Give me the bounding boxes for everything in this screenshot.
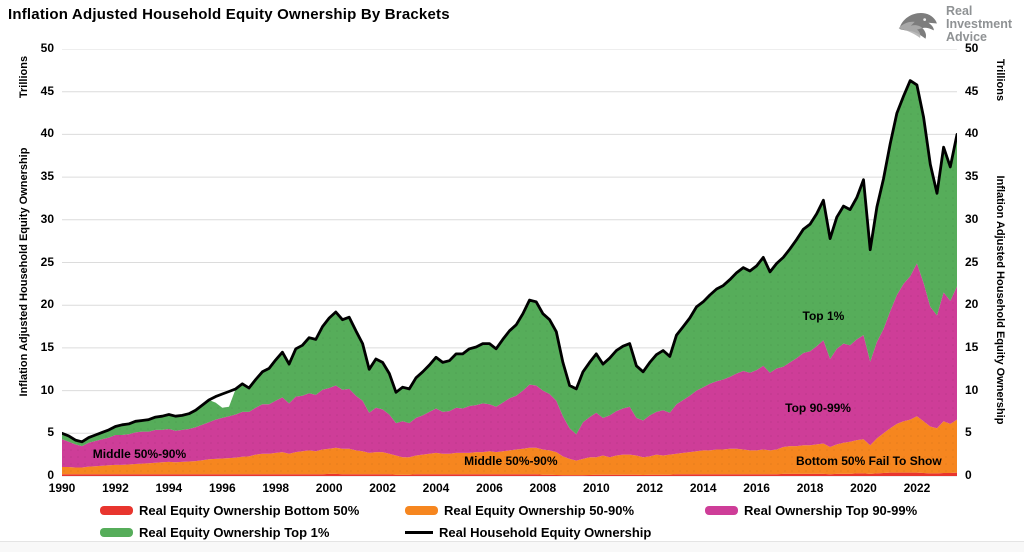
chart-annotation: Bottom 50% Fail To Show: [795, 454, 942, 469]
legend-swatch: [705, 505, 738, 515]
legend-label: Real Equity Ownership Bottom 50%: [139, 502, 360, 518]
x-tick-label: 2010: [582, 481, 610, 495]
y-tick-label-right: 50: [965, 41, 979, 55]
y-tick-label-left: 5: [47, 425, 54, 440]
y-tick-label-left: 20: [40, 297, 54, 312]
total-line: [62, 79, 957, 444]
x-tick-label: 2016: [743, 481, 770, 495]
y-tick-label-left: 0: [47, 468, 54, 482]
x-tick-label: 2004: [422, 481, 450, 495]
plot-area: [62, 49, 957, 477]
x-tick-label: 1994: [155, 481, 183, 495]
legend-item: Real Ownership Top 90-99%: [705, 502, 918, 518]
x-tick-label: 2014: [689, 481, 717, 495]
x-tick-label: 2000: [315, 481, 343, 495]
legend-item: Real Equity Ownership Bottom 50%: [100, 502, 360, 518]
chart-annotation: Top 1%: [802, 309, 845, 324]
brand-text: Real Investment Advice: [946, 4, 1012, 44]
x-tick-label: 2006: [476, 481, 503, 495]
legend-item: Real Equity Ownership 50-90%: [405, 502, 635, 518]
stacked-area-chart: [62, 49, 957, 477]
brand-logo: Real Investment Advice: [894, 5, 1012, 44]
x-tick-label: 2020: [850, 481, 877, 495]
legend-item: Real Equity Ownership Top 1%: [100, 524, 330, 540]
legend-line-marker: [405, 530, 433, 534]
y-tick-label-left: 40: [40, 126, 54, 141]
y-tick-label-right: 15: [965, 339, 979, 354]
x-tick-label: 1992: [102, 481, 129, 495]
y-tick-label-left: 45: [40, 83, 54, 98]
legend-label: Real Equity Ownership 50-90%: [444, 502, 635, 518]
y-axis-title-left: Inflation Adjusted Household Equity Owne…: [18, 147, 30, 397]
y-tick-label-right: 40: [965, 126, 979, 141]
x-tick-label: 2018: [796, 481, 824, 495]
y-tick-label-right: 45: [965, 83, 979, 98]
x-tick-label: 2002: [369, 481, 396, 495]
y-tick-label-right: 35: [965, 169, 979, 184]
y-tick-label-right: 0: [965, 468, 972, 482]
y-tick-label-right: 5: [965, 425, 972, 440]
y-tick-label-left: 50: [40, 41, 54, 55]
legend-swatch: [405, 505, 438, 515]
y-tick-label-left: 30: [40, 211, 54, 226]
legend-item: Real Household Equity Ownership: [405, 524, 652, 540]
x-tick-label: 2008: [529, 481, 557, 495]
y-tick-label-left: 15: [40, 339, 54, 354]
chart-annotation: Middle 50%-90%: [464, 454, 558, 469]
x-tick-label: 1990: [48, 481, 76, 495]
x-tick-label: 2012: [636, 481, 664, 495]
chart-annotation: Top 90-99%: [785, 400, 851, 415]
x-tick-label: 2022: [903, 481, 931, 495]
legend-label: Real Equity Ownership Top 1%: [139, 524, 330, 540]
legend-swatch: [100, 505, 133, 515]
area-texture: [62, 80, 957, 476]
legend-label: Real Household Equity Ownership: [439, 524, 652, 540]
y-tick-label-right: 20: [965, 297, 979, 312]
bottom-strip: [0, 541, 1024, 552]
x-tick-label: 1998: [262, 481, 290, 495]
x-tick-label: 1996: [208, 481, 236, 495]
eagle-icon: [898, 12, 937, 39]
y-tick-label-right: 30: [965, 211, 979, 226]
y-tick-label-left: 35: [40, 169, 54, 184]
y-tick-label-right: 25: [965, 254, 979, 269]
page-title: Inflation Adjusted Household Equity Owne…: [8, 6, 450, 23]
legend-swatch: [100, 527, 133, 537]
y-tick-label-left: 25: [40, 254, 54, 269]
y-tick-label-right: 10: [965, 382, 979, 397]
y-tick-label-left: 10: [40, 382, 54, 397]
legend-label: Real Ownership Top 90-99%: [744, 502, 918, 518]
chart-annotation: Middle 50%-90%: [92, 446, 187, 461]
